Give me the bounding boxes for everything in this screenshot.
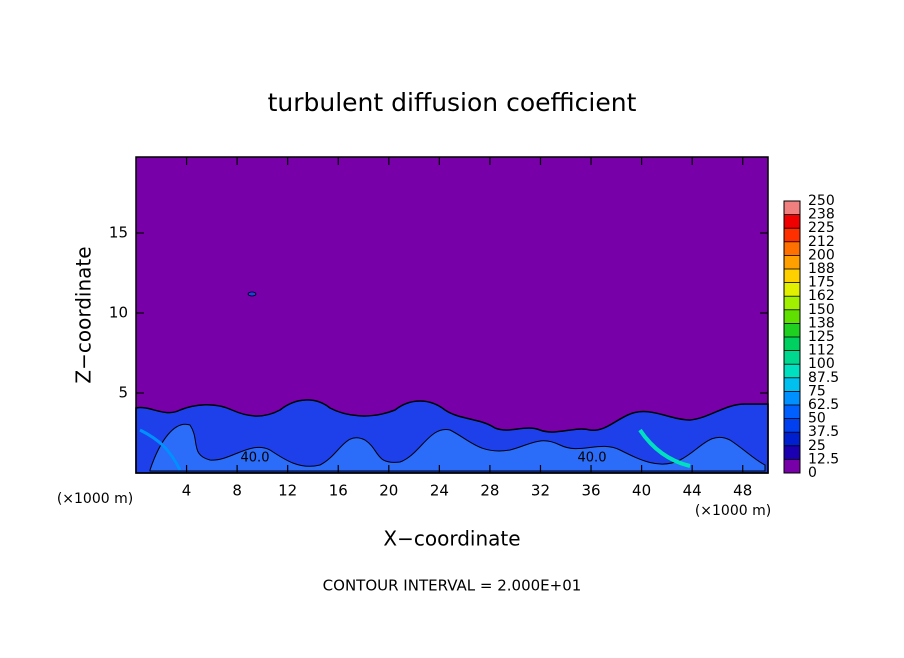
colorbar-segment — [784, 269, 800, 283]
colorbar-tick-label: 250 — [808, 193, 835, 209]
colorbar-segment — [784, 255, 800, 269]
colorbar-tick-label: 62.5 — [808, 397, 839, 413]
colorbar-tick-label: 138 — [808, 315, 835, 331]
colorbar-segment — [784, 418, 800, 433]
contour-label: 40.0 — [578, 451, 607, 466]
colorbar-segment — [784, 459, 800, 473]
colorbar-segment — [784, 309, 800, 324]
x-tick-label: 32 — [531, 482, 550, 500]
colorbar-tick-label: 25 — [808, 438, 826, 454]
colorbar-tick-label: 212 — [808, 234, 835, 250]
turbulent-layer — [135, 291, 769, 474]
colorbar-segment — [784, 377, 800, 392]
colorbar-tick-label: 87.5 — [808, 370, 839, 386]
colorbar-segment — [784, 282, 800, 297]
colorbar-tick-label: 37.5 — [808, 424, 839, 440]
colorbar-segment — [784, 391, 800, 405]
chart-title: turbulent diffusion coefficient — [268, 88, 637, 117]
colorbar-segment — [784, 296, 800, 310]
colorbar-segment — [784, 350, 800, 365]
colorbar-tick-label: 150 — [808, 302, 835, 318]
colorbar-tick-label: 50 — [808, 411, 826, 427]
colorbar-tick-label: 0 — [808, 465, 817, 481]
colorbar-tick-label: 112 — [808, 343, 835, 359]
x-unit-label: (×1000 m) — [57, 491, 133, 507]
contour-label: 40.0 — [241, 451, 270, 466]
colorbar-tick-label: 12.5 — [808, 451, 839, 467]
footer-note: CONTOUR INTERVAL = 2.000E+01 — [323, 577, 582, 595]
colorbar-tick-label: 75 — [808, 383, 826, 399]
x-tick-label: 36 — [581, 482, 600, 500]
colorbar-tick-label: 162 — [808, 288, 835, 304]
colorbar-segment — [784, 337, 800, 351]
colorbar-segment — [784, 445, 800, 460]
colorbar-segment — [784, 432, 800, 446]
colorbar-segment — [784, 201, 800, 215]
colorbar-segment — [784, 241, 800, 256]
x-tick-label: 44 — [683, 482, 702, 500]
plot-frame — [135, 156, 769, 474]
colorbar-segment — [784, 364, 800, 378]
x-tick-label: 28 — [480, 482, 499, 500]
y-tick-label: 10 — [109, 304, 128, 322]
x-tick-label: 48 — [733, 482, 752, 500]
x-tick-label: 4 — [182, 482, 192, 500]
colorbar-segment — [784, 214, 800, 229]
colorbar-tick-label: 238 — [808, 207, 835, 223]
x-tick-label: 20 — [379, 482, 398, 500]
x-tick-label: 12 — [278, 482, 297, 500]
colorbar-tick-label: 175 — [808, 275, 835, 291]
y-tick-label: 15 — [109, 224, 128, 242]
colorbar-segment — [784, 405, 800, 419]
x-unit-label: (×1000 m) — [695, 503, 771, 519]
colorbar-tick-label: 200 — [808, 247, 835, 263]
colorbar-segment — [784, 323, 800, 337]
colorbar-tick-label: 100 — [808, 356, 835, 372]
x-tick-label: 16 — [329, 482, 348, 500]
colorbar-tick-label: 188 — [808, 261, 835, 277]
x-tick-label: 8 — [232, 482, 242, 500]
y-tick-label: 5 — [118, 384, 128, 402]
colorbar-segment — [784, 228, 800, 242]
x-axis-title: X−coordinate — [383, 527, 520, 551]
colorbar-tick-label: 125 — [808, 329, 835, 345]
colorbar-tick-label: 225 — [808, 220, 835, 236]
x-tick-label: 24 — [430, 482, 449, 500]
x-tick-label: 40 — [632, 482, 651, 500]
y-axis-title: Z−coordinate — [72, 246, 96, 383]
